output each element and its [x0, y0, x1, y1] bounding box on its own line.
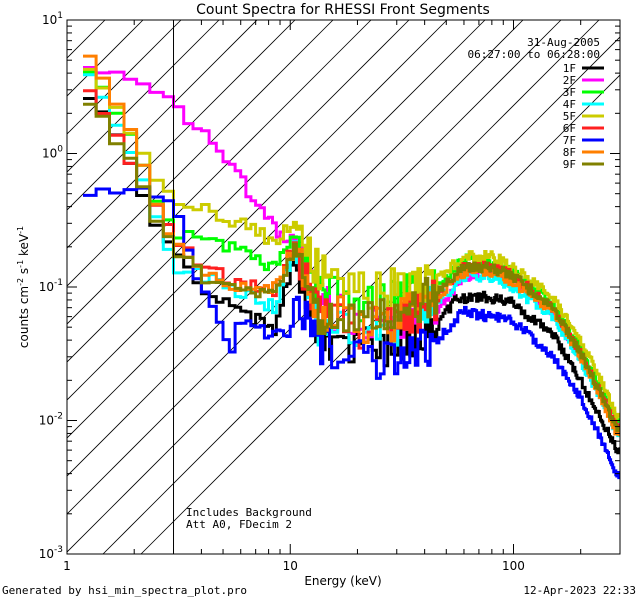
series-4F: [83, 73, 620, 438]
hatch-stroke: [67, 20, 372, 325]
hatch-stroke: [67, 20, 182, 135]
legend-label-9F: 9F: [563, 158, 576, 171]
hatch-stroke: [67, 20, 334, 287]
hatch-stroke: [67, 20, 562, 515]
y-tick-label: 101: [42, 11, 63, 27]
series-7F: [83, 186, 620, 480]
annotation-background: Includes Background: [186, 506, 312, 519]
hatch-stroke: [67, 20, 220, 173]
series-6F: [83, 89, 620, 431]
observation-date: 31-Aug-2005: [527, 36, 600, 49]
legend-label-7F: 7F: [563, 134, 576, 147]
hatch-stroke: [67, 20, 410, 363]
generation-timestamp: 12-Apr-2023 22:33: [523, 584, 636, 597]
legend-label-2F: 2F: [563, 74, 576, 87]
x-tick-label: 1: [63, 559, 71, 573]
hatch-stroke: [67, 20, 258, 211]
y-tick-label: 10-3: [39, 545, 63, 561]
y-tick-label: 10-2: [39, 412, 63, 428]
y-label-end: keV: [17, 233, 31, 260]
series-9F: [83, 102, 620, 432]
observation-time-range: 06:27:00 to 06:28:00: [468, 48, 600, 61]
y-tick-label: 100: [42, 145, 63, 161]
axes: 1 10 100 10-3 10-2 10-1 100 101: [39, 11, 621, 573]
generator-credit: Generated by hsi_min_spectra_plot.pro: [2, 584, 248, 597]
hatch-stroke: [67, 20, 448, 401]
series-group: [83, 54, 620, 480]
chart-title: Count Spectra for RHESSI Front Segments: [196, 2, 490, 18]
legend-label-1F: 1F: [563, 62, 576, 75]
hatch-stroke: [67, 20, 486, 439]
legend-label-4F: 4F: [563, 98, 576, 111]
hatched-region: [67, 20, 620, 554]
annotation-attenuator: Att A0, FDecim 2: [186, 518, 292, 531]
y-axis-label: counts cm-2 s-1 keV-1: [16, 226, 31, 348]
y-label-base: counts cm: [17, 286, 31, 348]
legend-label-3F: 3F: [563, 86, 576, 99]
series-5F: [83, 67, 620, 420]
y-tick-label: 10-1: [39, 278, 63, 294]
y-label-exp1: -2: [16, 278, 25, 286]
y-label-exp2: -1: [16, 260, 25, 268]
hatch-stroke: [67, 20, 600, 553]
x-tick-label: 100: [502, 559, 525, 573]
legend-label-5F: 5F: [563, 110, 576, 123]
y-label-mid: s: [17, 268, 31, 278]
hatch-stroke: [67, 20, 296, 249]
legend-label-6F: 6F: [563, 122, 576, 135]
y-label-exp3: -1: [16, 226, 25, 234]
legend-label-8F: 8F: [563, 146, 576, 159]
x-axis-label: Energy (keV): [304, 574, 381, 588]
x-tick-label: 10: [283, 559, 298, 573]
series-8F: [83, 54, 620, 437]
